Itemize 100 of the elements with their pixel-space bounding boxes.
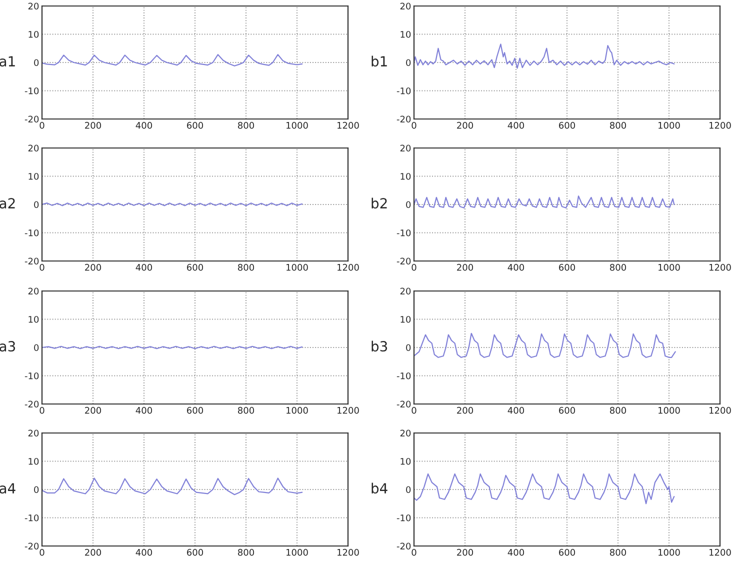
y-tick-label: -10	[24, 372, 39, 380]
y-tick-label: 0	[34, 59, 39, 66]
y-tick-label: -20	[24, 400, 39, 408]
x-tick-label: 600	[559, 122, 576, 129]
x-tick-label: 0	[40, 406, 44, 414]
y-tick-label: 20	[400, 2, 411, 10]
x-tick-label: 400	[136, 264, 152, 271]
line-series	[42, 54, 303, 66]
x-tick-label: 200	[85, 548, 102, 556]
y-tick-label: 0	[34, 201, 39, 208]
x-tick-label: 1000	[286, 122, 308, 129]
x-tick-label: 0	[40, 548, 44, 556]
x-tick-label: 200	[457, 264, 474, 271]
y-tick-label: -10	[396, 372, 411, 380]
y-tick-label: -10	[24, 229, 39, 236]
x-tick-label: 1200	[710, 264, 731, 271]
line-series	[414, 44, 675, 69]
y-axis-title: b2	[372, 198, 387, 209]
x-tick-label: 600	[559, 406, 576, 414]
y-tick-label: 20	[28, 430, 39, 437]
y-axis-title: b4	[372, 482, 388, 494]
y-tick-label: 10	[400, 30, 411, 38]
y-axis-title: b3	[372, 340, 388, 352]
x-tick-label: 200	[85, 406, 102, 414]
x-tick-label: 0	[412, 406, 416, 414]
x-tick-label: 600	[187, 406, 204, 414]
x-tick-label: 1200	[338, 406, 359, 414]
x-tick-label: 200	[85, 264, 102, 271]
x-tick-label: 1200	[338, 264, 359, 271]
y-tick-label: 0	[406, 59, 411, 66]
x-tick-label: 800	[610, 264, 626, 271]
y-tick-label: 10	[400, 172, 411, 180]
y-tick-label: -10	[396, 87, 411, 94]
line-series	[42, 478, 303, 496]
y-axis-title: a4	[0, 483, 16, 494]
x-tick-label: 1200	[710, 122, 731, 129]
y-tick-label: 20	[400, 288, 411, 295]
y-tick-label: -20	[24, 542, 39, 550]
x-tick-label: 800	[238, 122, 254, 129]
x-tick-label: 400	[508, 406, 524, 414]
x-tick-label: 0	[412, 548, 416, 556]
y-tick-label: -10	[24, 514, 39, 522]
y-tick-label: 20	[400, 430, 411, 437]
x-tick-label: 800	[610, 406, 626, 414]
line-series	[414, 473, 675, 504]
x-tick-label: 1200	[710, 548, 731, 556]
y-tick-label: 10	[28, 316, 39, 323]
y-tick-label: 0	[406, 344, 411, 352]
y-tick-label: 10	[28, 458, 39, 465]
x-tick-label: 600	[187, 122, 204, 129]
x-tick-label: 800	[238, 406, 254, 414]
x-tick-label: 400	[136, 406, 152, 414]
y-axis-title: a1	[0, 56, 15, 67]
y-tick-label: -20	[396, 258, 411, 265]
y-tick-label: 0	[406, 201, 411, 208]
y-tick-label: 0	[34, 486, 39, 494]
x-tick-label: 0	[412, 264, 416, 271]
x-tick-label: 400	[136, 122, 152, 129]
x-tick-label: 1000	[286, 406, 308, 414]
x-tick-label: 600	[187, 548, 204, 556]
y-tick-label: -20	[396, 400, 411, 408]
y-tick-label: -10	[396, 514, 411, 522]
y-tick-label: -20	[396, 116, 411, 123]
x-tick-label: 200	[457, 548, 474, 556]
line-series	[414, 332, 676, 358]
x-tick-label: 1200	[338, 548, 359, 556]
y-tick-label: -10	[24, 87, 39, 94]
x-tick-label: 1200	[338, 122, 359, 129]
x-tick-label: 200	[457, 406, 474, 414]
x-tick-label: 200	[457, 122, 474, 129]
x-tick-label: 1000	[658, 122, 680, 129]
y-tick-label: 20	[28, 144, 39, 152]
x-tick-label: 1000	[286, 264, 308, 271]
x-tick-label: 600	[559, 264, 576, 271]
y-axis-title: b1	[372, 56, 387, 67]
x-tick-label: 1000	[658, 548, 680, 556]
y-tick-label: -20	[24, 116, 39, 123]
x-tick-label: 1000	[658, 406, 680, 414]
x-tick-label: 400	[508, 122, 524, 129]
x-tick-label: 0	[40, 122, 44, 129]
y-axis-title: a3	[0, 341, 16, 352]
y-tick-label: 10	[400, 316, 411, 323]
y-tick-label: -20	[396, 542, 411, 550]
y-tick-label: -20	[24, 258, 39, 265]
x-tick-label: 600	[559, 548, 576, 556]
y-tick-label: 10	[400, 458, 411, 465]
x-tick-label: 800	[238, 264, 254, 271]
y-axis-title: a2	[0, 198, 15, 209]
x-tick-label: 800	[610, 122, 626, 129]
x-tick-label: 400	[508, 548, 524, 556]
y-tick-label: 20	[400, 144, 411, 152]
y-tick-label: 10	[28, 172, 39, 180]
x-tick-label: 0	[40, 264, 44, 271]
x-tick-label: 400	[508, 264, 524, 271]
x-tick-label: 600	[187, 264, 204, 271]
y-tick-label: 20	[28, 288, 39, 295]
x-tick-label: 200	[85, 122, 102, 129]
x-tick-label: 1000	[286, 548, 308, 556]
y-tick-label: 10	[28, 30, 39, 38]
x-tick-label: 800	[610, 548, 626, 556]
